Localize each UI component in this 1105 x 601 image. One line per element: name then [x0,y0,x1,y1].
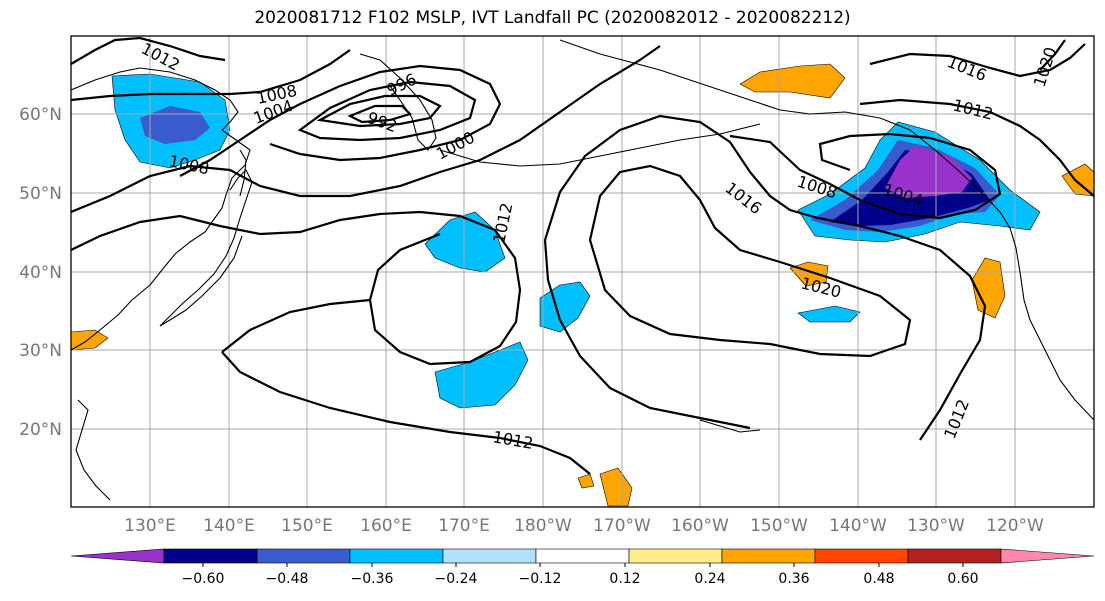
lon-label: 150°W [750,516,808,536]
isobar-996 [316,94,442,128]
isobar-label: 992 [365,108,400,136]
lon-label: 180°W [514,516,572,536]
latitude-labels: 60°N 50°N 40°N 30°N 20°N [19,105,62,440]
colorbar: −0.60 −0.48 −0.36 −0.24 −0.12 0.12 0.24 0.36 0.4… [70,548,1095,587]
ivt-negative-region [434,341,529,409]
alaska-coastline [559,39,1001,213]
isobar-1020-east [1039,39,1066,71]
lon-label: 130°W [907,516,965,536]
ivt-negative-core [885,146,972,198]
map-frame [70,35,1095,508]
lat-label: 20°N [19,420,62,440]
isobar-label: 1012 [940,397,973,442]
lon-label: 130°E [124,516,176,536]
aleutian-chain [439,123,761,167]
isobar-1016-east [869,43,1086,78]
north-america-coastline [999,211,1094,421]
lon-label: 150°E [281,516,333,536]
colorbar-swatch [256,548,351,564]
isobar-1004 [179,64,502,177]
lon-label: 160°E [360,516,412,536]
colorbar-tick-label: 0.24 [694,571,725,587]
lat-label: 60°N [19,105,62,125]
colorbar-swatch [1000,548,1095,564]
asia-coastline [71,67,251,351]
colorbar-swatch [814,548,909,564]
lon-label: 170°W [593,516,651,536]
ivt-positive-region [971,257,1006,319]
ivt-positive-region [577,473,595,489]
isobar-1012-subtropical [71,210,522,366]
ivt-negative-core [140,106,210,144]
isobar-label: 1016 [945,52,990,85]
ivt-negative-region [797,305,861,323]
ivt-shading [71,63,1094,507]
hawaii-islands [699,419,761,433]
isobars [71,36,1094,475]
lat-label: 30°N [19,341,62,361]
colorbar-tick-label: 0.48 [863,571,894,587]
isobar-label: 1012 [951,95,995,123]
isobar-label: 1008 [795,172,840,203]
graticule [71,36,1094,507]
colorbar-tick-label: 0.36 [778,571,809,587]
lon-label: 140°E [203,516,255,536]
lon-label: 140°W [829,516,887,536]
colorbar-swatch [628,548,723,564]
colorbar-swatch [349,548,444,564]
colorbar-tick-label: −0.24 [435,571,478,587]
isobar-1012-east [859,98,1094,197]
isobar-label: 1000 [433,128,478,164]
colorbar-swatch [535,548,630,564]
isobar-1016 [543,114,987,441]
colorbar-swatch [442,548,537,564]
colorbar-tick-label: 0.12 [609,571,640,587]
isobar-992 [347,104,413,124]
colorbar-swatch [907,548,1002,564]
colorbar-tick-label: −0.36 [351,571,394,587]
colorbar-tick-label: −0.12 [519,571,562,587]
isobar-1012-south [221,298,591,475]
lat-label: 50°N [19,184,62,204]
isobar-1012-north [71,36,226,65]
ivt-positive-region [739,63,846,99]
colorbar-swatch [163,548,258,564]
lat-label: 40°N [19,263,62,283]
colorbar-tick-label: −0.48 [266,571,309,587]
isobar-label: 1020 [799,273,843,301]
isobar-1008-east [729,132,1002,220]
isobar-1008-long [71,45,661,214]
lon-label: 160°W [671,516,729,536]
isobar-1008-west [71,49,351,102]
philippines-coastline [75,399,111,501]
lon-label: 170°E [438,516,490,536]
isobar-label: 1012 [491,427,534,453]
longitude-labels: 130°E 140°E 150°E 160°E 170°E 180°W 170°… [124,516,1044,536]
map-title: 2020081712 F102 MSLP, IVT Landfall PC (2… [254,8,851,28]
colorbar-tick-label: −0.60 [182,571,225,587]
lon-label: 120°W [986,516,1044,536]
sakhalin-coastline [239,149,247,197]
isobar-label: 1012 [489,201,516,245]
isobar-1020 [588,164,912,358]
colorbar-swatch [721,548,816,564]
colorbar-tick-label: 0.60 [947,571,978,587]
colorbar-swatch [70,548,165,564]
isobar-1000 [297,80,477,142]
ivt-positive-region [599,467,633,507]
ivt-negative-region [539,281,591,333]
